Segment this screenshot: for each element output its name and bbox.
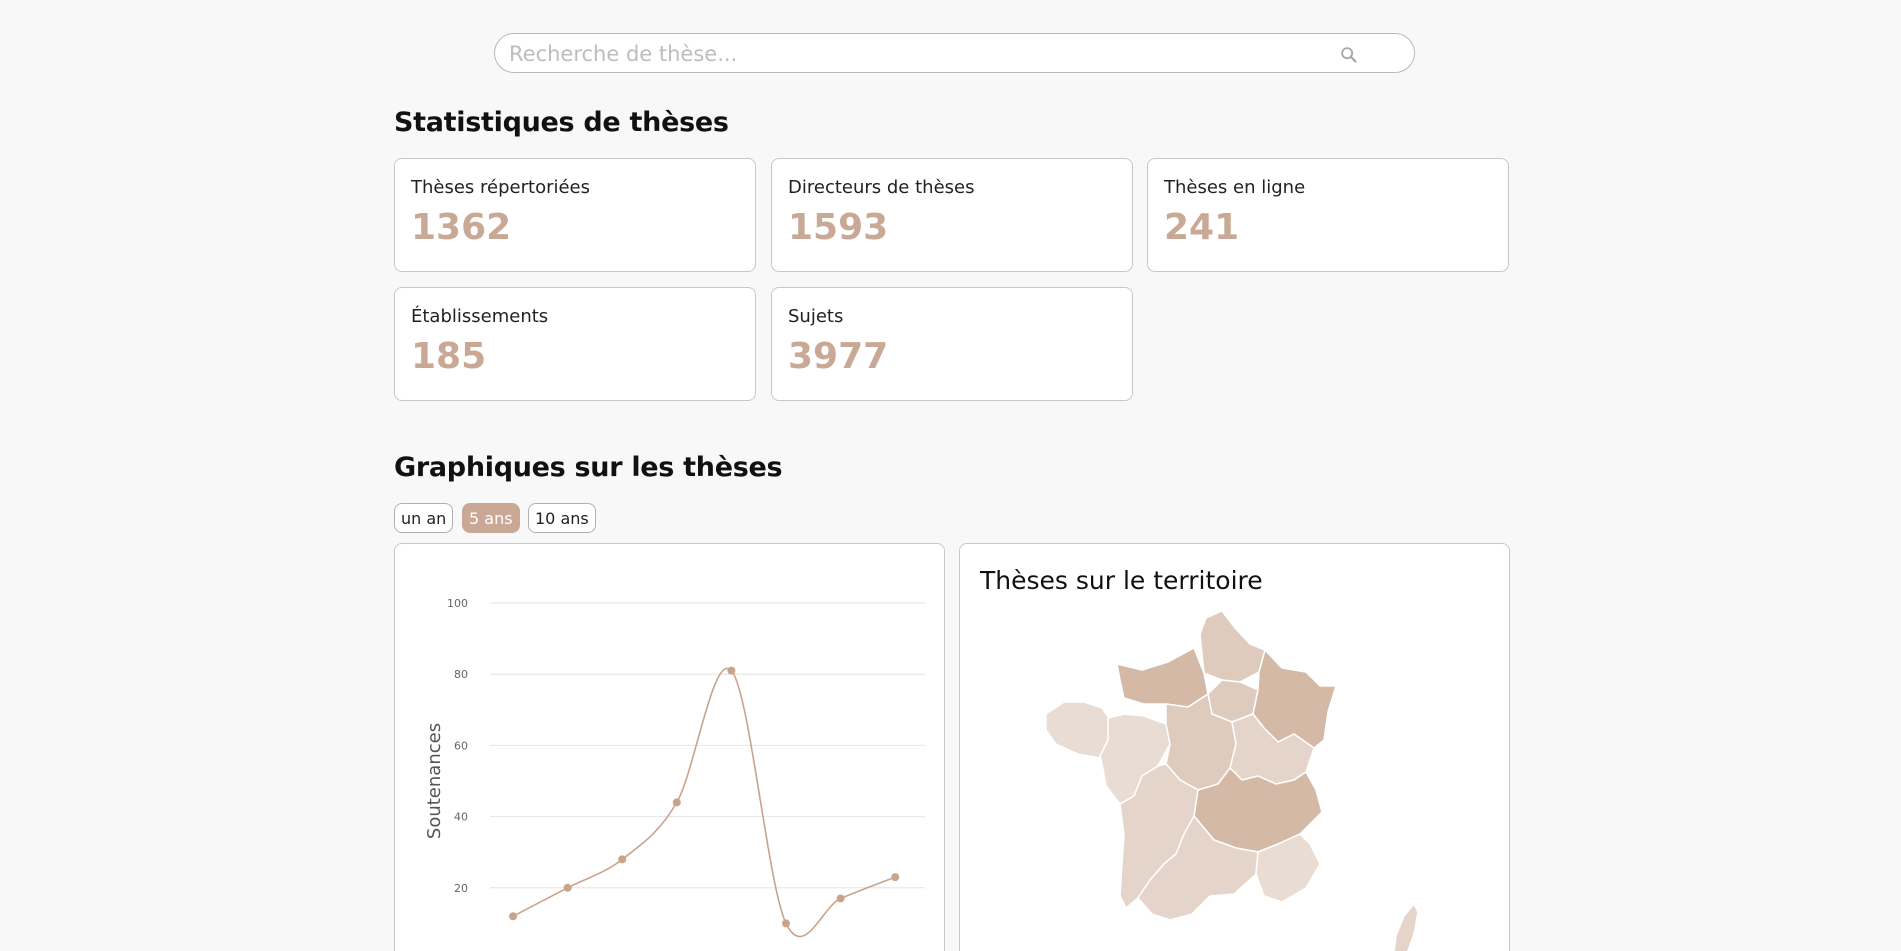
- chart-y-tick-label: 60: [454, 739, 468, 752]
- stat-card-subjects: Sujets 3977: [771, 287, 1133, 401]
- stat-value: 1593: [788, 207, 889, 248]
- chart-data-point[interactable]: [782, 919, 790, 928]
- chart-data-point[interactable]: [727, 666, 736, 675]
- stat-label: Sujets: [788, 306, 844, 327]
- chart-data-point[interactable]: [672, 798, 681, 807]
- stat-value: 185: [411, 336, 487, 377]
- chart-data-point[interactable]: [891, 873, 900, 882]
- charts-section-title: Graphiques sur les thèses: [394, 452, 783, 483]
- stat-label: Thèses en ligne: [1164, 177, 1306, 198]
- stat-card-institutions: Établissements 185: [394, 287, 756, 401]
- map-panel: Thèses sur le territoire: [959, 543, 1510, 951]
- stat-label: Thèses répertoriées: [411, 177, 591, 198]
- stat-value: 1362: [411, 207, 512, 248]
- chart-y-tick-label: 100: [447, 597, 468, 610]
- stats-section-title: Statistiques de thèses: [394, 107, 729, 138]
- line-chart: 20 40 60 80 100 Soutenances: [424, 597, 925, 938]
- chart-data-point[interactable]: [509, 912, 517, 921]
- range-button-1-year[interactable]: un an: [394, 503, 454, 533]
- range-button-5-years[interactable]: 5 ans: [462, 503, 520, 533]
- search-bar: [494, 33, 1415, 73]
- stat-card-directors: Directeurs de thèses 1593: [771, 158, 1133, 272]
- map-title: Thèses sur le territoire: [980, 566, 1263, 595]
- search-input[interactable]: [509, 40, 1349, 68]
- stat-card-theses: Thèses répertoriées 1362: [394, 158, 756, 272]
- chart-data-point[interactable]: [563, 883, 572, 892]
- chart-y-tick-label: 20: [454, 882, 468, 895]
- stat-label: Établissements: [411, 306, 549, 327]
- search-icon[interactable]: [1338, 44, 1360, 66]
- stat-value: 241: [1164, 207, 1240, 248]
- map-region-bretagne[interactable]: [1045, 701, 1111, 759]
- france-map: [1045, 610, 1419, 951]
- map-region-occitanie[interactable]: [1137, 815, 1259, 921]
- stat-card-online: Thèses en ligne 241: [1147, 158, 1509, 272]
- stat-label: Directeurs de thèses: [788, 177, 975, 198]
- map-region-hauts-de-france[interactable]: [1199, 610, 1266, 683]
- chart-y-tick-label: 40: [454, 811, 468, 824]
- chart-y-tick-label: 80: [454, 668, 468, 681]
- map-region-provence-alpes-cote-d-azur[interactable]: [1255, 833, 1321, 903]
- chart-y-axis-label: Soutenances: [424, 723, 445, 839]
- map-region-corse[interactable]: [1393, 903, 1419, 951]
- map-region-normandie[interactable]: [1116, 647, 1209, 708]
- range-button-10-years[interactable]: 10 ans: [528, 503, 596, 533]
- chart-data-point[interactable]: [618, 855, 627, 864]
- line-chart-panel: 20 40 60 80 100 Soutenances: [394, 543, 945, 951]
- stat-value: 3977: [788, 336, 889, 377]
- chart-data-point[interactable]: [836, 894, 845, 903]
- chart-series-line: [512, 667, 896, 938]
